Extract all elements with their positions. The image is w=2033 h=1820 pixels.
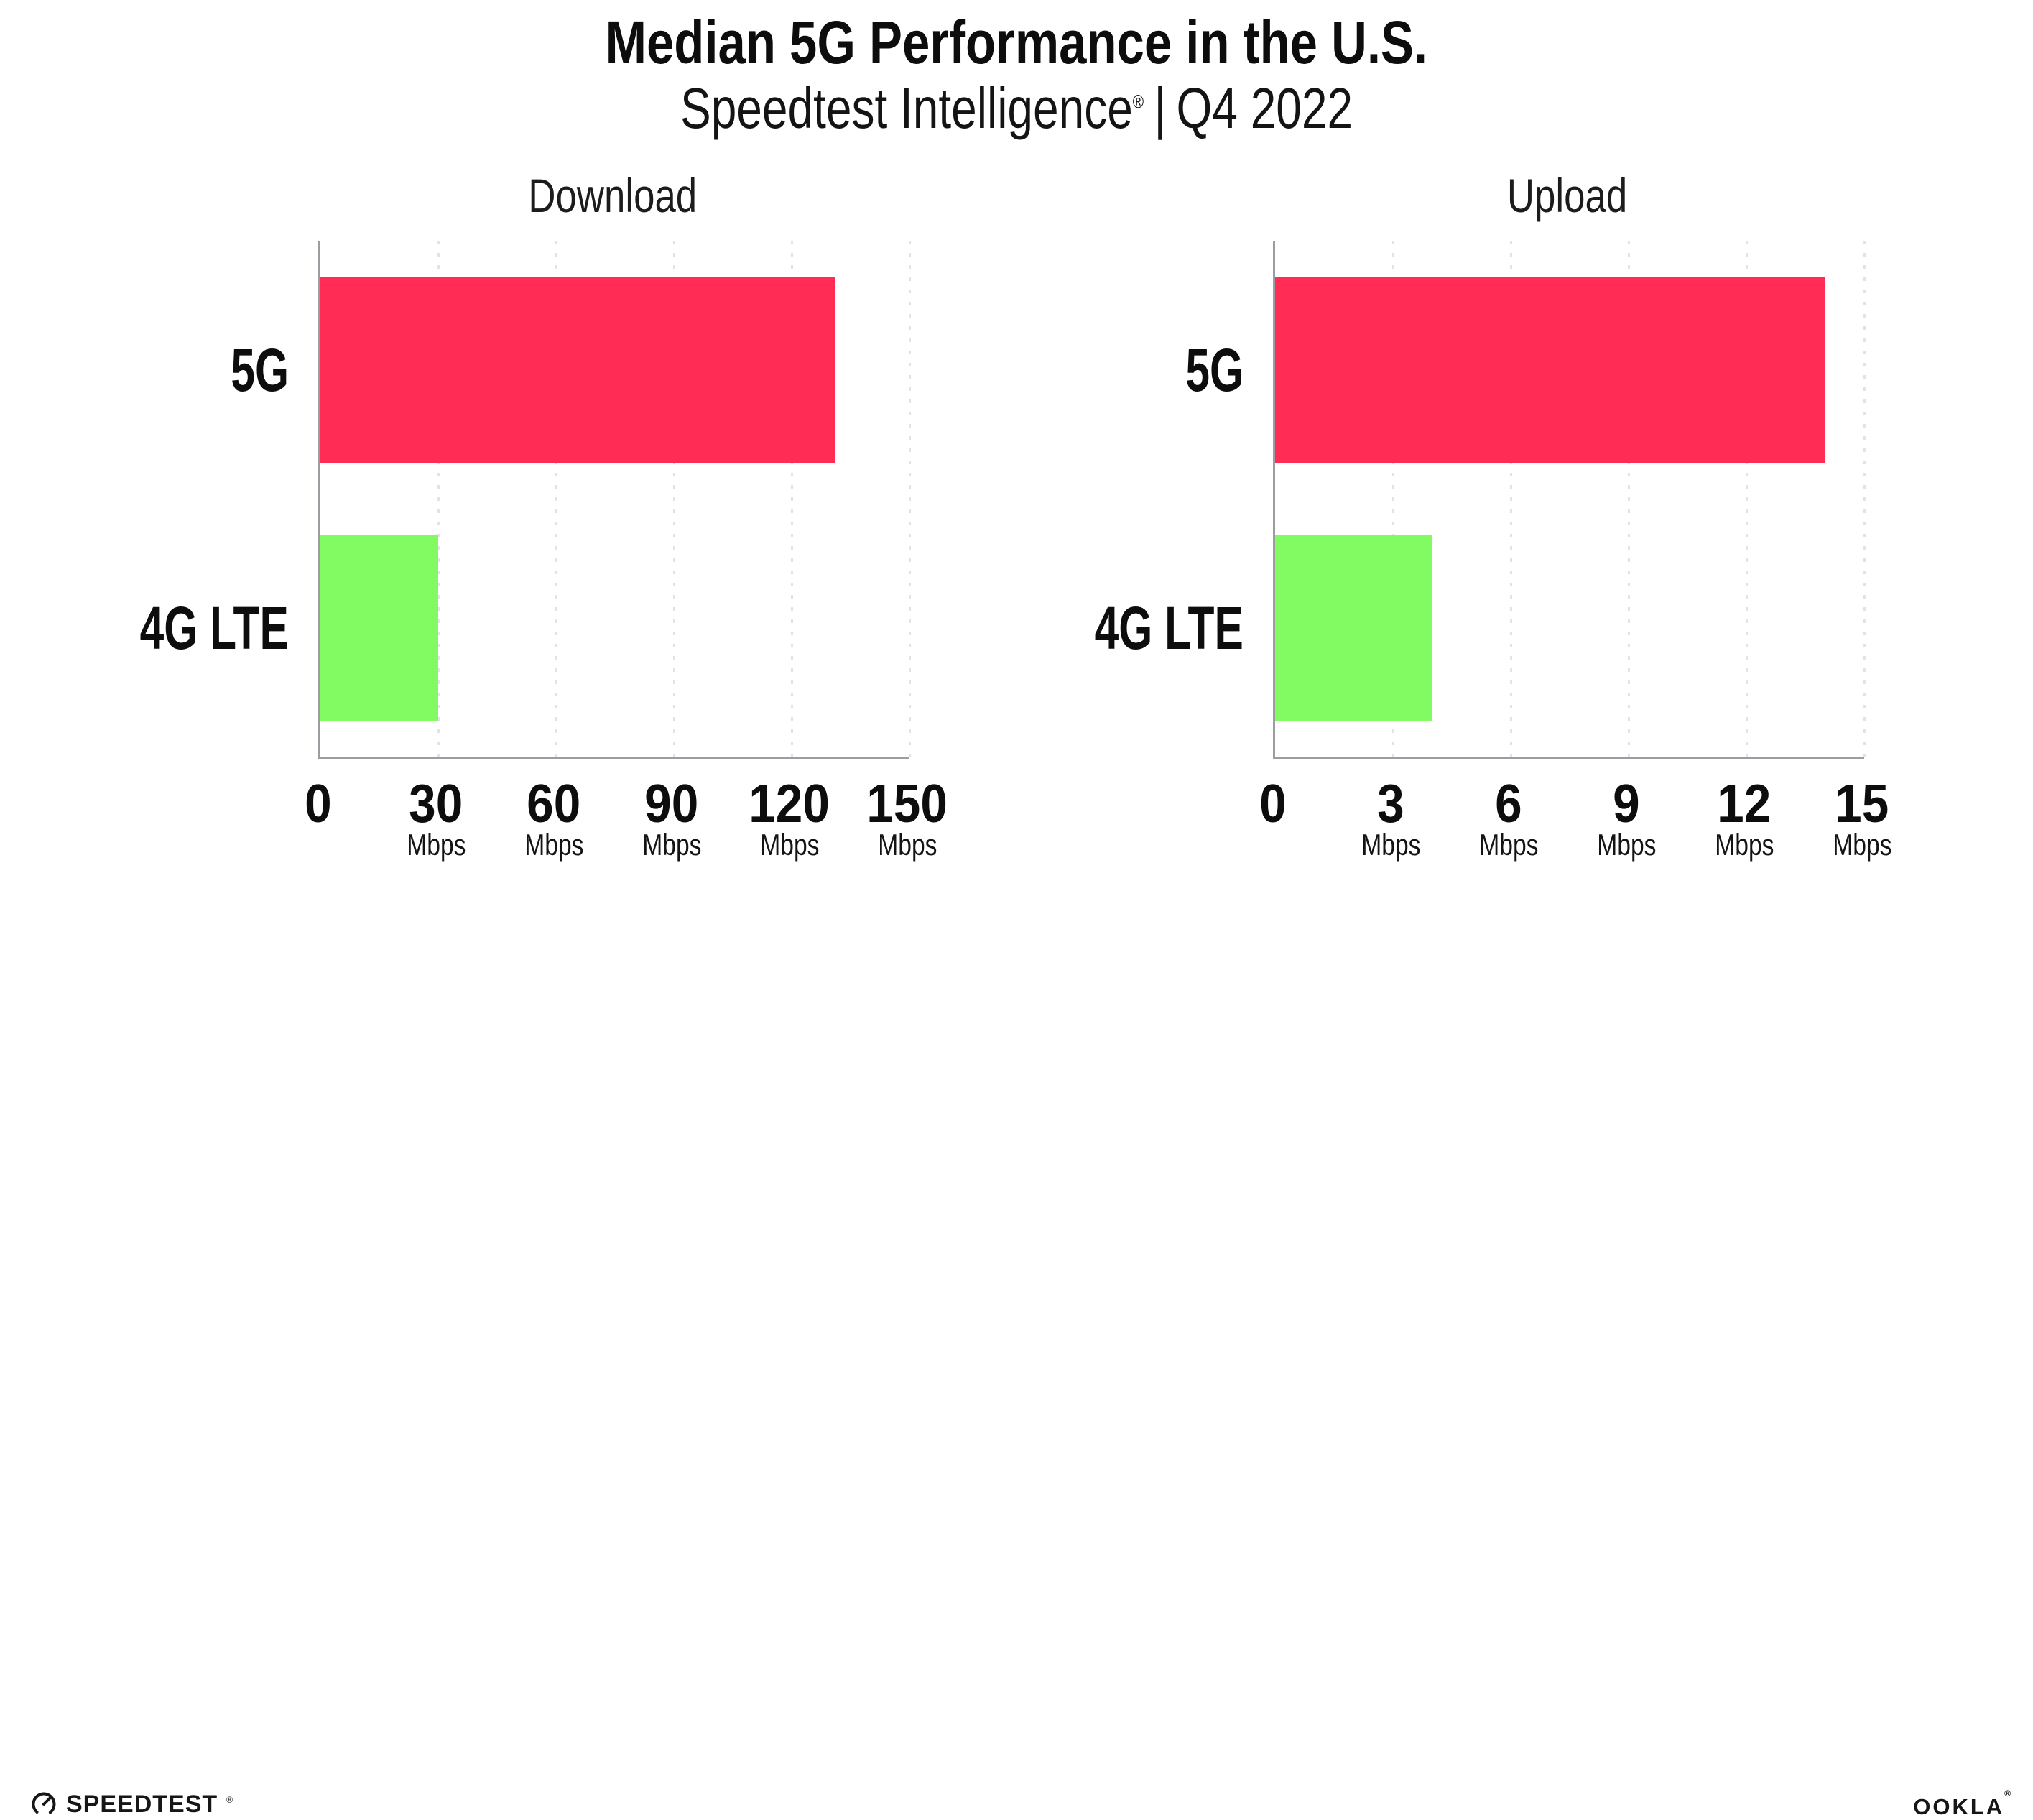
subtitle-period: Q4 2022 bbox=[1176, 76, 1353, 140]
category-label: 5G bbox=[935, 334, 1244, 406]
x-tick-label-text: 15 bbox=[1835, 773, 1889, 833]
x-tick-unit-text: Mbps bbox=[1832, 828, 1892, 862]
x-tick-unit-label: Mbps bbox=[1444, 828, 1573, 862]
category-label: 4G LTE bbox=[935, 592, 1244, 664]
category-label-text: 5G bbox=[1185, 336, 1244, 404]
gridline bbox=[1391, 241, 1394, 757]
upload-chart-title: Upload bbox=[1273, 170, 1862, 221]
x-tick-unit-text: Mbps bbox=[1596, 828, 1657, 862]
x-tick-label-text: 30 bbox=[409, 773, 463, 833]
page-title: Median 5G Performance in the U.S. bbox=[0, 10, 2033, 75]
x-tick-unit-label: Mbps bbox=[607, 828, 736, 862]
x-tick-unit-text: Mbps bbox=[406, 828, 466, 862]
x-tick-label-text: 12 bbox=[1717, 773, 1772, 833]
gridline bbox=[908, 241, 911, 757]
x-tick-label: 0 bbox=[1208, 775, 1338, 832]
ookla-logo: OOKLA® bbox=[1913, 1789, 2013, 1820]
speedtest-wordmark: SPEEDTEST bbox=[66, 1790, 218, 1818]
download-chart-title-text: Download bbox=[528, 169, 698, 222]
gridline bbox=[1863, 241, 1866, 757]
category-label: 5G bbox=[0, 334, 289, 406]
footer: SPEEDTEST ® OOKLA® bbox=[0, 895, 2033, 1819]
gridline bbox=[1627, 241, 1630, 757]
gridline bbox=[437, 241, 440, 757]
x-tick-label-text: 0 bbox=[1259, 773, 1287, 833]
x-tick-unit-label: Mbps bbox=[1680, 828, 1809, 862]
page-subtitle-text: Speedtest Intelligence® | Q4 2022 bbox=[680, 78, 1353, 139]
x-tick-label-text: 90 bbox=[644, 773, 699, 833]
speedtest-logo: SPEEDTEST ® bbox=[30, 1788, 233, 1820]
page-subtitle: Speedtest Intelligence® | Q4 2022 bbox=[0, 78, 2033, 139]
x-tick-label-text: 150 bbox=[866, 773, 948, 833]
download-chart-panel: Download 5G 4G LTE 0 30 Mbps 60 Mbps 90 Mbps 120 M… bbox=[140, 0, 948, 945]
x-tick-label-text: 3 bbox=[1377, 773, 1404, 833]
bar-5g bbox=[320, 277, 835, 463]
gridline bbox=[1509, 241, 1512, 757]
upload-chart-panel: Upload 5G 4G LTE 0 3 Mbps 6 Mbps 9 Mbps 12 Mbps 15 M… bbox=[1095, 0, 1891, 945]
x-tick-label-text: 0 bbox=[305, 773, 332, 833]
bar-5g bbox=[1275, 277, 1825, 463]
x-tick-unit-label: Mbps bbox=[1797, 828, 1927, 862]
x-tick-label: 0 bbox=[254, 775, 383, 832]
x-tick-unit-text: Mbps bbox=[642, 828, 702, 862]
x-tick-label-text: 120 bbox=[749, 773, 830, 833]
bar-4g-lte bbox=[1275, 535, 1432, 721]
x-tick-label: 12 bbox=[1680, 775, 1809, 832]
x-tick-label-text: 6 bbox=[1495, 773, 1522, 833]
x-tick-label: 90 bbox=[607, 775, 736, 832]
x-tick-unit-text: Mbps bbox=[1361, 828, 1421, 862]
x-tick-unit-text: Mbps bbox=[1714, 828, 1774, 862]
upload-chart-title-text: Upload bbox=[1507, 169, 1628, 222]
category-label-text: 4G LTE bbox=[139, 593, 289, 662]
speedtest-registered-mark: ® bbox=[226, 1795, 233, 1805]
x-tick-label-text: 60 bbox=[527, 773, 581, 833]
ookla-registered-mark: ® bbox=[2004, 1788, 2013, 1798]
subtitle-separator: | bbox=[1154, 76, 1167, 140]
gridline bbox=[672, 241, 675, 757]
x-tick-unit-label: Mbps bbox=[1326, 828, 1455, 862]
x-tick-label: 15 bbox=[1797, 775, 1927, 832]
gridline bbox=[790, 241, 793, 757]
x-tick-unit-text: Mbps bbox=[877, 828, 937, 862]
ookla-wordmark: OOKLA bbox=[1913, 1794, 2005, 1819]
category-label-text: 4G LTE bbox=[1094, 593, 1244, 662]
x-tick-unit-label: Mbps bbox=[489, 828, 619, 862]
gridline bbox=[555, 241, 557, 757]
upload-plot-area bbox=[1273, 241, 1866, 759]
x-tick-label: 9 bbox=[1562, 775, 1691, 832]
x-tick-label: 60 bbox=[489, 775, 619, 832]
x-tick-unit-label: Mbps bbox=[843, 828, 972, 862]
download-plot-area bbox=[318, 241, 911, 759]
x-tick-unit-label: Mbps bbox=[371, 828, 501, 862]
bar-4g-lte bbox=[320, 535, 438, 721]
x-tick-unit-text: Mbps bbox=[1478, 828, 1539, 862]
x-tick-label: 30 bbox=[371, 775, 501, 832]
x-tick-label: 150 bbox=[843, 775, 972, 832]
x-tick-label: 3 bbox=[1326, 775, 1455, 832]
x-tick-label: 120 bbox=[725, 775, 854, 832]
gridline bbox=[1745, 241, 1748, 757]
x-tick-unit-label: Mbps bbox=[1562, 828, 1691, 862]
download-chart-title: Download bbox=[318, 170, 907, 221]
x-tick-unit-text: Mbps bbox=[524, 828, 584, 862]
x-tick-unit-label: Mbps bbox=[725, 828, 854, 862]
x-tick-label-text: 9 bbox=[1613, 773, 1640, 833]
page-title-text: Median 5G Performance in the U.S. bbox=[605, 9, 1428, 76]
x-tick-unit-text: Mbps bbox=[759, 828, 820, 862]
registered-trademark-icon: ® bbox=[1132, 91, 1144, 113]
speedtest-gauge-icon bbox=[32, 1792, 56, 1816]
subtitle-brand: Speedtest Intelligence bbox=[680, 76, 1133, 140]
category-label-text: 5G bbox=[231, 336, 289, 404]
category-label: 4G LTE bbox=[0, 592, 289, 664]
x-tick-label: 6 bbox=[1444, 775, 1573, 832]
